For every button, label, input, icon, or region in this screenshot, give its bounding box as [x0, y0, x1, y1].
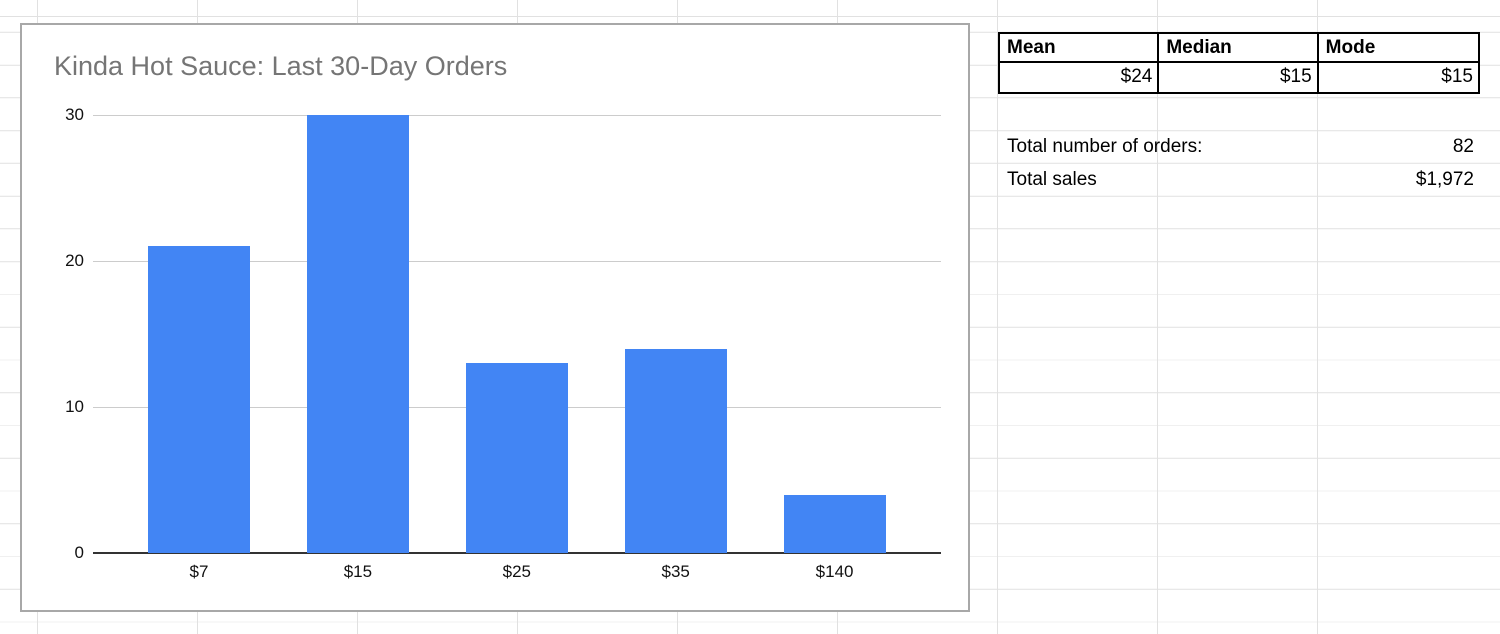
y-gridline	[93, 115, 941, 116]
total-sales-row[interactable]: Total sales $1,972	[998, 164, 1478, 197]
bar-$35[interactable]	[624, 348, 727, 553]
sheet-gridline	[0, 16, 1500, 17]
y-axis-tick-label: 10	[65, 397, 84, 416]
bar-chart[interactable]: Kinda Hot Sauce: Last 30-Day Orders 30 20…	[20, 23, 970, 612]
x-axis-tick-label: $35	[661, 562, 690, 581]
total-orders-row[interactable]: Total number of orders: 82	[998, 131, 1478, 164]
stats-value-median[interactable]: $15	[1159, 63, 1319, 92]
y-gridline	[93, 261, 941, 262]
total-orders-label[interactable]: Total number of orders:	[1007, 136, 1203, 157]
stats-header-mode[interactable]: Mode	[1318, 34, 1478, 63]
bar-$25[interactable]	[465, 363, 568, 553]
stats-value-mode[interactable]: $15	[1441, 66, 1473, 87]
total-orders-value[interactable]: 82	[1452, 136, 1474, 157]
bar-$7[interactable]	[148, 246, 250, 553]
chart-title: Kinda Hot Sauce: Last 30-Day Orders	[54, 51, 508, 81]
bar-$140[interactable]	[783, 494, 886, 553]
y-axis-tick-label: 30	[65, 105, 84, 124]
x-axis-tick-label: $140	[815, 562, 854, 581]
stats-table: Mean Median Mode $24 $15 $15	[998, 32, 1480, 94]
stats-value-mean[interactable]: $24	[1000, 63, 1160, 92]
stats-header-median[interactable]: Median	[1159, 34, 1319, 63]
bar-$15[interactable]	[306, 115, 409, 553]
x-axis-tick-label: $7	[189, 562, 209, 581]
y-axis-tick-label: 20	[65, 251, 84, 270]
y-axis-tick-label: 0	[74, 543, 84, 562]
x-axis-tick-label: $15	[343, 562, 373, 581]
total-sales-value[interactable]: $1,972	[1415, 169, 1474, 190]
x-axis-line	[93, 552, 941, 554]
bar-chart-plot: 30 20 10 0 $7 $15 $25 $35 $140	[22, 25, 968, 610]
x-axis-tick-label: $25	[502, 562, 531, 581]
total-sales-label[interactable]: Total sales	[1007, 169, 1097, 190]
stats-header-mean[interactable]: Mean	[1000, 34, 1160, 63]
